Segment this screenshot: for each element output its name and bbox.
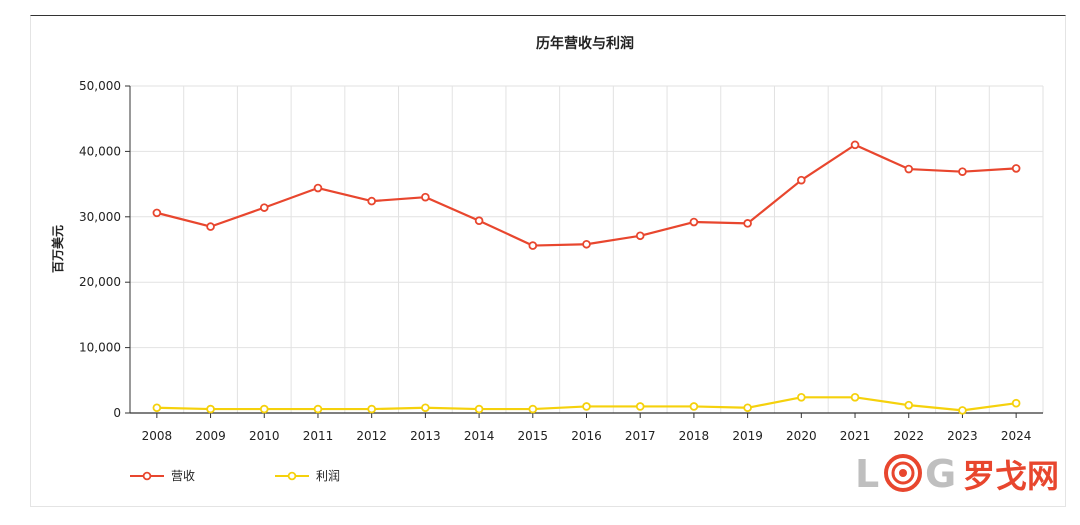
- data-point[interactable]: [958, 406, 967, 415]
- legend-label: 营收: [171, 469, 195, 483]
- y-tick-label: 50,000: [79, 79, 121, 93]
- data-point[interactable]: [474, 404, 484, 414]
- legend-item-profit[interactable]: 利润: [275, 469, 340, 483]
- data-point[interactable]: [582, 239, 591, 249]
- x-tick-label: 2014: [464, 429, 495, 443]
- data-point[interactable]: [474, 216, 484, 226]
- data-point[interactable]: [635, 231, 645, 241]
- svg-text:L: L: [855, 452, 879, 494]
- x-tick-label: 2015: [518, 429, 549, 443]
- data-point[interactable]: [904, 164, 914, 174]
- chart-card: [30, 15, 1066, 507]
- x-tick-label: 2010: [249, 429, 280, 443]
- x-tick-label: 2008: [142, 429, 173, 443]
- x-tick-label: 2012: [356, 429, 387, 443]
- grid: [129, 85, 1044, 413]
- x-tick-label: 2011: [303, 429, 334, 443]
- data-point[interactable]: [313, 404, 323, 414]
- data-point[interactable]: [1011, 164, 1021, 173]
- chart-title: 历年营收与利润: [536, 35, 634, 52]
- x-tick-label: 2022: [893, 429, 924, 443]
- data-point[interactable]: [797, 393, 806, 402]
- y-tick-label: 0: [113, 406, 121, 420]
- svg-text:罗戈网: 罗戈网: [963, 457, 1059, 494]
- data-point[interactable]: [259, 404, 269, 414]
- legend-marker: [142, 471, 152, 481]
- data-point[interactable]: [313, 183, 323, 193]
- data-point[interactable]: [528, 404, 538, 414]
- data-point[interactable]: [850, 140, 860, 150]
- data-point[interactable]: [797, 175, 806, 185]
- data-point[interactable]: [635, 402, 645, 411]
- legend-marker: [287, 471, 297, 481]
- data-point[interactable]: [850, 393, 860, 402]
- y-tick-label: 30,000: [79, 210, 121, 224]
- y-tick-label: 20,000: [79, 275, 121, 289]
- watermark-logo: L G 罗戈网: [855, 452, 1070, 496]
- x-tick-label: 2018: [679, 429, 710, 443]
- y-tick-label: 10,000: [79, 341, 121, 355]
- data-point[interactable]: [152, 208, 162, 218]
- data-point[interactable]: [206, 404, 215, 414]
- data-point[interactable]: [421, 403, 430, 413]
- data-point[interactable]: [743, 403, 752, 413]
- x-tick-label: 2016: [571, 429, 602, 443]
- x-tick-label: 2017: [625, 429, 656, 443]
- data-point[interactable]: [743, 219, 752, 228]
- data-point[interactable]: [958, 167, 967, 176]
- data-point[interactable]: [689, 217, 699, 227]
- data-point[interactable]: [259, 203, 269, 212]
- data-point[interactable]: [582, 402, 591, 411]
- data-point[interactable]: [528, 241, 538, 250]
- x-tick-label: 2021: [840, 429, 871, 443]
- data-point[interactable]: [1011, 398, 1021, 408]
- x-tick-label: 2023: [947, 429, 978, 443]
- data-point[interactable]: [904, 400, 914, 410]
- legend-item-revenue[interactable]: 营收: [130, 469, 195, 483]
- legend[interactable]: 营收 利润: [130, 469, 340, 483]
- series-line-revenue: [156, 143, 1017, 247]
- svg-text:G: G: [925, 452, 956, 494]
- y-tick-label: 40,000: [79, 144, 121, 158]
- axes: 0 10,000 20,000 30,000 40,000 50,000 2008 2009 2…: [79, 79, 1043, 443]
- data-point[interactable]: [367, 196, 376, 206]
- x-tick-label: 2019: [732, 429, 763, 443]
- data-point[interactable]: [689, 402, 699, 411]
- y-axis-label: 百万美元: [50, 225, 65, 273]
- data-point[interactable]: [152, 403, 162, 413]
- legend-label: 利润: [316, 469, 340, 483]
- data-point[interactable]: [206, 222, 215, 231]
- series-group: [152, 140, 1021, 415]
- data-point[interactable]: [421, 192, 430, 202]
- x-tick-label: 2013: [410, 429, 441, 443]
- x-tick-label: 2024: [1001, 429, 1032, 443]
- x-tick-label: 2009: [195, 429, 226, 443]
- x-tick-label: 2020: [786, 429, 817, 443]
- data-point[interactable]: [367, 404, 376, 414]
